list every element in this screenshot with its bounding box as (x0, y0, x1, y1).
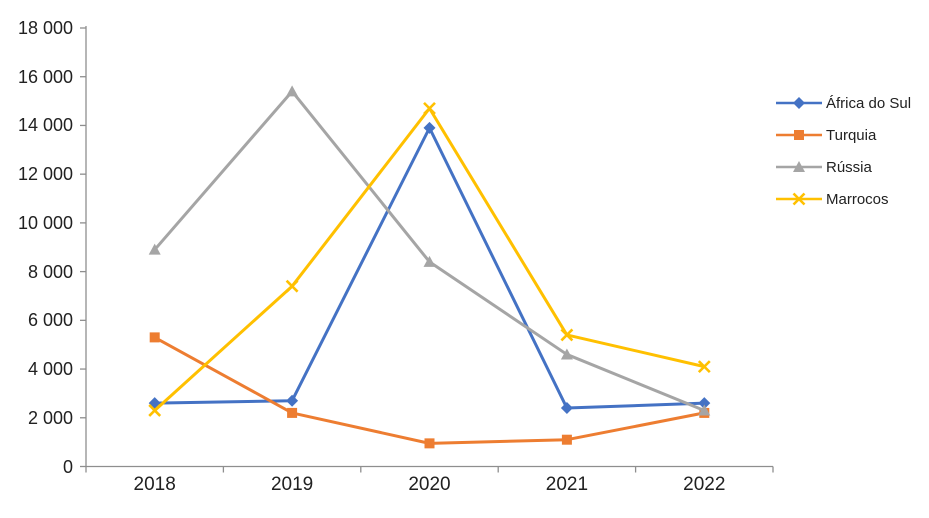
legend-swatch-icon (776, 161, 822, 172)
x-marker-icon (285, 279, 299, 293)
x-marker-icon (697, 360, 711, 374)
legend: África do Sul Turquia Rússia Marrocos (775, 87, 911, 215)
legend-label: África do Sul (826, 94, 912, 112)
legend-swatch-icon (776, 130, 822, 140)
square-marker-icon (149, 332, 160, 343)
legend-swatch-icon (776, 97, 822, 109)
legend-label: Marrocos (826, 190, 889, 208)
x-marker-icon (792, 192, 806, 206)
series-marrocos (148, 101, 711, 417)
square-marker-icon (561, 434, 572, 445)
x-marker-icon (148, 404, 162, 417)
x-marker-icon (423, 101, 436, 115)
legend-item-turquia: Turquia (775, 119, 911, 151)
diamond-marker-icon (286, 394, 299, 407)
legend-item-africa-do-sul: África do Sul (775, 87, 911, 119)
series-line (153, 335, 706, 445)
square-marker-icon (794, 130, 804, 140)
legend-swatch-icon (776, 192, 822, 206)
legend-label: Turquia (826, 126, 877, 144)
series-line (153, 89, 706, 412)
triangle-marker-icon (793, 161, 805, 172)
legend-item-marrocos: Marrocos (775, 183, 911, 215)
series-russia (148, 85, 711, 416)
diamond-marker-icon (793, 97, 805, 109)
legend-item-russia: Rússia (775, 151, 911, 183)
legend-label: Rússia (826, 158, 872, 176)
triangle-marker-icon (560, 348, 573, 360)
triangle-marker-icon (148, 243, 161, 255)
triangle-marker-icon (423, 255, 436, 267)
diamond-marker-icon (423, 121, 436, 134)
diamond-marker-icon (560, 402, 573, 415)
square-marker-icon (424, 438, 435, 449)
triangle-marker-icon (286, 85, 299, 97)
square-marker-icon (287, 407, 298, 418)
diamond-marker-icon (698, 397, 711, 410)
x-marker-icon (560, 328, 574, 342)
series-africa-do-sul (148, 121, 711, 415)
triangle-marker-icon (698, 404, 711, 416)
series-line (153, 126, 706, 410)
